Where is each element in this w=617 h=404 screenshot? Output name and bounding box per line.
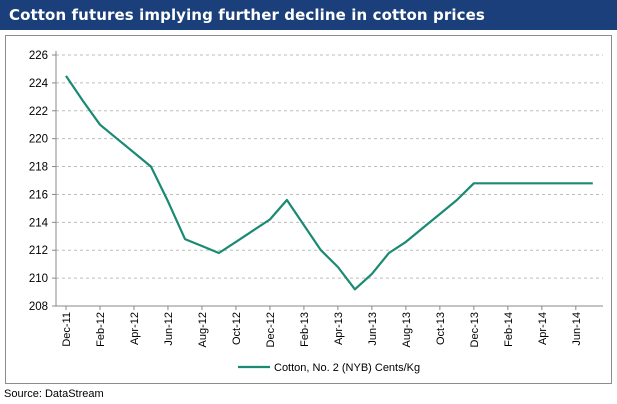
- y-tick-label: 218: [29, 162, 48, 174]
- x-tick-label: Feb-12: [95, 312, 107, 347]
- x-tick-label: Dec-12: [265, 312, 277, 347]
- x-tick-label: Feb-13: [299, 312, 311, 347]
- y-tick-label: 224: [29, 78, 49, 90]
- x-tick-label: Jun-14: [571, 312, 583, 346]
- x-axis-ticks: Dec-11 Feb-12 Apr-12 Jun-12 Aug-12 Oct-12 Dec-…: [61, 306, 583, 347]
- chart-title: Cotton futures implying further decline …: [9, 6, 485, 24]
- y-tick-label: 226: [29, 50, 48, 62]
- axes: [55, 51, 603, 307]
- x-tick-label: Dec-13: [469, 312, 481, 347]
- y-tick-label: 208: [29, 301, 48, 313]
- x-tick-label: Jun-12: [163, 312, 175, 346]
- x-tick-label: Aug-12: [197, 312, 209, 347]
- x-tick-label: Feb-14: [503, 312, 515, 347]
- y-axis-ticks: 208 210 212 214 216 218 220 222 224 226: [29, 50, 56, 313]
- legend: Cotton, No. 2 (NYB) Cents/Kg: [238, 362, 420, 374]
- series-line: [65, 75, 593, 291]
- gridlines: [56, 54, 603, 279]
- y-tick-label: 216: [29, 189, 48, 201]
- legend-label: Cotton, No. 2 (NYB) Cents/Kg: [274, 362, 420, 374]
- x-tick-label: Aug-13: [401, 312, 413, 347]
- chart-title-bar: Cotton futures implying further decline …: [0, 0, 617, 30]
- source-note: Source: DataStream: [4, 388, 104, 400]
- x-tick-label: Oct-13: [435, 312, 447, 345]
- y-tick-label: 210: [29, 273, 48, 285]
- series-group: [65, 75, 593, 291]
- x-tick-label: Apr-12: [129, 312, 141, 345]
- line-chart: 208 210 212 214 216 218 220 222 224 226 Dec-11 Feb…: [29, 50, 603, 374]
- chart-frame: 208 210 212 214 216 218 220 222 224 226 Dec-11 Feb…: [5, 35, 612, 384]
- y-tick-label: 212: [29, 245, 48, 257]
- y-tick-label: 214: [29, 217, 49, 229]
- y-tick-label: 220: [29, 134, 48, 146]
- x-tick-label: Dec-11: [61, 312, 73, 347]
- y-tick-label: 222: [29, 106, 48, 118]
- x-tick-label: Apr-13: [333, 312, 345, 345]
- x-tick-label: Jun-13: [367, 312, 379, 346]
- x-tick-label: Oct-12: [231, 312, 243, 345]
- x-tick-label: Apr-14: [537, 312, 549, 345]
